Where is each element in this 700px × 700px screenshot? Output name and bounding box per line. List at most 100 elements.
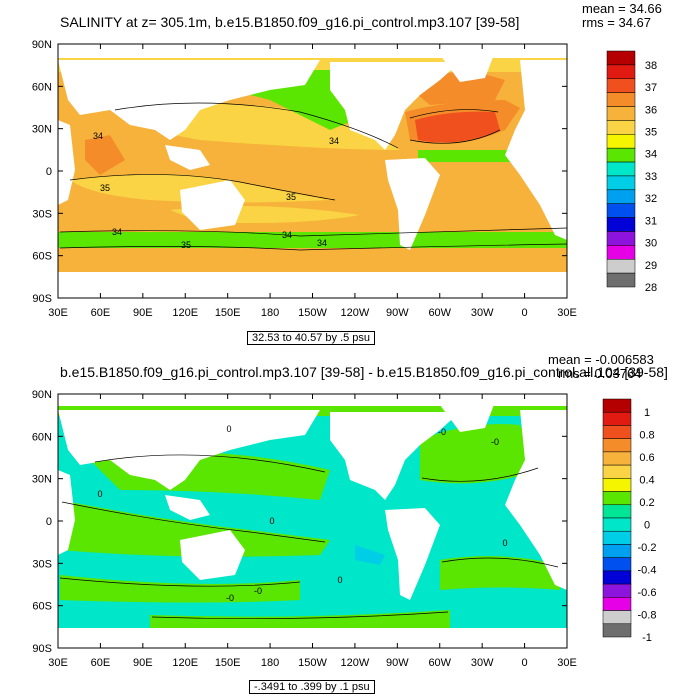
colorbar-swatch — [602, 438, 632, 453]
bottom-contour-1 — [94, 454, 326, 473]
top-s-america — [385, 158, 440, 250]
colorbar-label: 0 — [644, 520, 650, 532]
y-tick-label: 0 — [46, 166, 52, 178]
colorbar-swatch — [606, 78, 636, 93]
y-tick-label: 60N — [32, 81, 52, 93]
colorbar-swatch — [606, 147, 636, 163]
colorbar-swatch — [606, 258, 636, 274]
x-tick-label: 150E — [215, 657, 241, 669]
contour-label: 34 — [112, 227, 122, 237]
colorbar-swatch — [606, 272, 636, 288]
colorbar-label: 0.2 — [639, 497, 654, 509]
top-band-south — [58, 248, 567, 272]
x-tick-label: 120W — [341, 307, 370, 319]
bottom-range-note: -.3491 to .399 by .1 psu — [249, 680, 375, 694]
colorbar-label: -0.4 — [638, 565, 657, 577]
y-tick-label: 30N — [32, 124, 52, 136]
x-tick-label: 150E — [215, 307, 241, 319]
y-tick-label: 90N — [32, 39, 52, 51]
colorbar-swatch — [602, 451, 632, 466]
colorbar-label: 0.8 — [639, 430, 654, 442]
colorbar-swatch — [606, 120, 636, 135]
top-contour-na2 — [409, 109, 499, 119]
colorbar-label: 0.4 — [639, 475, 654, 487]
x-tick-label: 30E — [48, 307, 68, 319]
colorbar-swatch — [602, 517, 632, 532]
contour-label: 0 — [269, 516, 274, 526]
y-tick-label: 30S — [32, 558, 52, 570]
top-rms-stat: rms = 34.67 — [582, 15, 652, 30]
x-tick-label: 90W — [386, 657, 409, 669]
bottom-africa-right — [505, 410, 567, 590]
y-tick-label: 90S — [32, 293, 52, 305]
bottom-indonesia — [165, 495, 210, 520]
top-contour-sp — [69, 174, 336, 201]
contour-label: 0 — [226, 424, 231, 434]
colorbar-swatch — [606, 92, 636, 107]
colorbar-label: -0.6 — [638, 587, 657, 599]
contour-label: 35 — [100, 183, 110, 193]
bottom-n-america — [330, 412, 460, 500]
top-contours — [59, 102, 567, 251]
x-tick-label: 90W — [386, 307, 409, 319]
y-tick-label: 30S — [32, 208, 52, 220]
bottom-contour-2 — [61, 501, 326, 543]
top-arabian-high — [85, 135, 125, 175]
x-tick-label: 30W — [471, 657, 494, 669]
contour-label: 35 — [181, 240, 191, 250]
colorbar-label: 31 — [645, 215, 657, 227]
x-tick-label: 120E — [172, 657, 198, 669]
top-n-america — [330, 62, 460, 150]
colorbar-swatch — [602, 544, 632, 558]
bottom-asia — [58, 410, 320, 490]
bottom-contour-3 — [421, 467, 539, 482]
top-contour-na — [409, 129, 501, 144]
x-tick-label: 60W — [428, 307, 451, 319]
top-trop-atl-green — [418, 150, 513, 162]
colorbar-swatch — [606, 175, 636, 191]
top-australia — [180, 180, 245, 230]
top-contour-southern — [59, 227, 567, 237]
colorbar-swatch — [606, 64, 636, 80]
colorbar-label: 32 — [645, 193, 657, 205]
colorbar-swatch — [606, 161, 636, 177]
x-tick-label: 60E — [91, 307, 111, 319]
colorbar-swatch — [602, 583, 632, 598]
contour-label: 0 — [97, 489, 102, 499]
x-tick-label: 180 — [261, 307, 279, 319]
colorbar-swatch — [602, 623, 632, 638]
x-tick-label: 0 — [522, 307, 528, 319]
x-tick-label: 30W — [471, 307, 494, 319]
colorbar-label: 35 — [645, 127, 657, 139]
x-tick-label: 120E — [172, 307, 198, 319]
colorbar-swatch — [606, 189, 636, 204]
colorbar-swatch — [602, 570, 632, 585]
colorbar-swatch — [602, 610, 632, 625]
bottom-contour-6 — [151, 611, 449, 620]
y-tick-label: 90N — [32, 389, 52, 401]
colorbar-label: 33 — [645, 171, 657, 183]
colorbar-swatch — [606, 106, 636, 121]
bottom-na-green — [420, 424, 540, 484]
contour-label: 34 — [282, 230, 292, 240]
top-range-note: 32.53 to 40.57 by .5 psu — [247, 331, 376, 345]
top-mean-stat: mean = 34.66 — [582, 1, 662, 16]
colorbar-label: 30 — [645, 238, 657, 250]
top-africa-left — [58, 44, 75, 205]
y-tick-label: 0 — [46, 516, 52, 528]
y-tick-label: 60S — [32, 251, 52, 263]
x-tick-label: 60E — [91, 657, 111, 669]
x-tick-label: 30E — [48, 657, 68, 669]
colorbar-swatch — [602, 491, 632, 506]
top-na-red — [415, 111, 500, 143]
colorbar-label: 1 — [644, 407, 650, 419]
contour-label: 34 — [317, 238, 327, 248]
bottom-sa-green — [440, 556, 560, 590]
colorbar-label: 36 — [645, 104, 657, 116]
colorbar-swatch — [602, 597, 632, 611]
bottom-rms-stat: rms = 0.03764 — [558, 366, 642, 381]
contour-label: -0 — [438, 427, 446, 437]
y-tick-label: 90S — [32, 643, 52, 655]
colorbar-swatch — [606, 134, 636, 149]
